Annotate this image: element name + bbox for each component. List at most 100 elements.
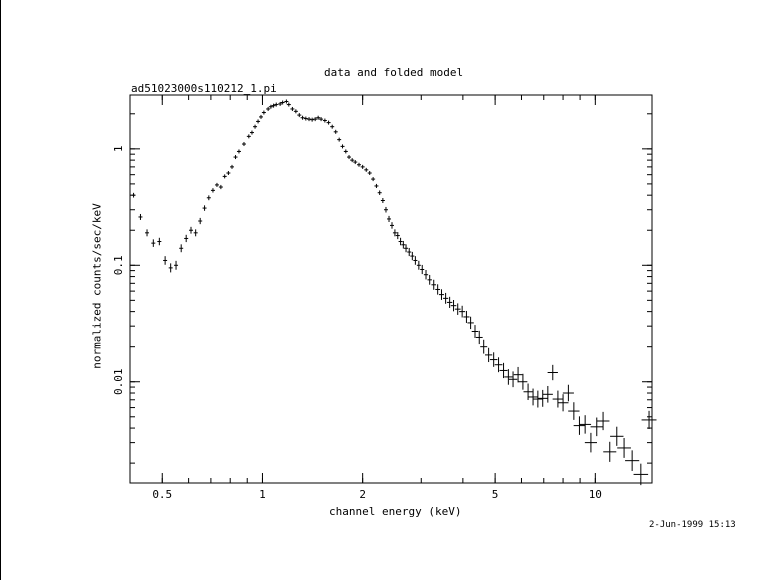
- data-point: [337, 137, 342, 142]
- plot-frame: [129, 94, 653, 484]
- data-point: [151, 239, 156, 247]
- data-point: [297, 113, 302, 118]
- data-point: [568, 402, 580, 420]
- x-tick-label: 5: [492, 488, 499, 501]
- data-point: [184, 234, 189, 243]
- data-point: [286, 102, 291, 107]
- data-point: [360, 164, 365, 169]
- data-point: [413, 256, 418, 265]
- data-point: [259, 114, 264, 119]
- data-point: [340, 144, 345, 149]
- data-point: [489, 352, 498, 367]
- data-point: [454, 303, 461, 315]
- data-point: [229, 164, 234, 169]
- x-tick-label: 1: [259, 488, 266, 501]
- data-point: [174, 260, 179, 270]
- data-point: [499, 362, 508, 379]
- data-point: [450, 300, 457, 312]
- data-point: [303, 116, 308, 121]
- data-point: [633, 463, 649, 486]
- data-point: [145, 229, 150, 237]
- y-tick-label: 0.1: [112, 255, 125, 275]
- data-point: [256, 119, 261, 124]
- data-point: [350, 158, 355, 163]
- x-tick-label: 0.5: [152, 488, 172, 501]
- y-tick-label: 1: [112, 146, 125, 153]
- data-point: [300, 115, 305, 120]
- data-point: [198, 217, 203, 225]
- data-point: [284, 99, 289, 104]
- data-point: [446, 296, 453, 308]
- data-point: [310, 117, 315, 122]
- data-point: [494, 357, 503, 373]
- data-point: [249, 130, 254, 135]
- data-point: [410, 251, 415, 261]
- data-point: [357, 162, 362, 167]
- data-point: [253, 124, 258, 129]
- data-point: [206, 195, 211, 201]
- data-point: [241, 142, 246, 147]
- data-point: [322, 118, 327, 123]
- chart-subtitle: ad51023000s110212_1.pi: [131, 82, 277, 95]
- data-point: [189, 226, 194, 234]
- data-point: [226, 171, 231, 176]
- data-point: [390, 222, 395, 229]
- data-point: [383, 206, 388, 213]
- data-point: [163, 256, 168, 265]
- data-point: [236, 149, 241, 154]
- data-point: [246, 134, 251, 139]
- data-point: [377, 190, 382, 195]
- data-point: [214, 182, 219, 187]
- data-point: [435, 284, 441, 295]
- x-axis-label: channel energy (keV): [329, 505, 462, 518]
- chart-title: data and folded model: [324, 66, 464, 79]
- data-point: [316, 115, 321, 120]
- data-point: [641, 410, 657, 430]
- data-point: [431, 279, 437, 290]
- data-point: [552, 390, 564, 408]
- data-point: [319, 117, 324, 122]
- data-point: [513, 366, 523, 383]
- timestamp: 2-Jun-1999 15:13: [649, 520, 736, 530]
- data-point: [395, 232, 400, 240]
- data-point: [584, 432, 597, 453]
- window-left-edge: [0, 0, 1, 580]
- data-point: [380, 198, 385, 204]
- data-point: [280, 100, 285, 105]
- data-point: [193, 229, 198, 237]
- data-point: [222, 174, 227, 179]
- data-point: [579, 415, 592, 434]
- data-point: [313, 117, 318, 122]
- data-point: [261, 110, 266, 115]
- data-point: [293, 109, 298, 114]
- tick-labels: 0.5 1 2 5 10 0.01 0.1 1: [112, 146, 602, 501]
- data-point: [475, 330, 483, 345]
- data-point: [404, 244, 409, 253]
- data-point: [374, 183, 379, 189]
- data-point: [168, 263, 173, 273]
- data-point: [610, 426, 624, 446]
- data-point: [547, 364, 558, 381]
- data-point: [333, 129, 338, 134]
- data-point: [210, 188, 215, 193]
- data-point: [387, 215, 392, 223]
- plot-axes: [129, 94, 653, 484]
- data-point: [508, 371, 518, 388]
- data-point: [364, 167, 369, 172]
- data-point: [504, 369, 513, 385]
- data-point: [343, 149, 348, 154]
- data-point: [398, 237, 403, 246]
- data-point: [420, 264, 425, 275]
- data-point: [353, 160, 358, 165]
- x-tick-label: 2: [359, 488, 366, 501]
- data-point: [480, 339, 488, 354]
- data-point: [131, 192, 136, 198]
- data-point: [590, 417, 603, 437]
- data-point: [278, 101, 283, 106]
- data-point: [427, 274, 432, 285]
- data-point: [268, 104, 273, 109]
- data-point: [463, 310, 470, 323]
- data-point: [307, 117, 312, 122]
- data-point: [407, 247, 412, 257]
- data-point: [290, 106, 295, 111]
